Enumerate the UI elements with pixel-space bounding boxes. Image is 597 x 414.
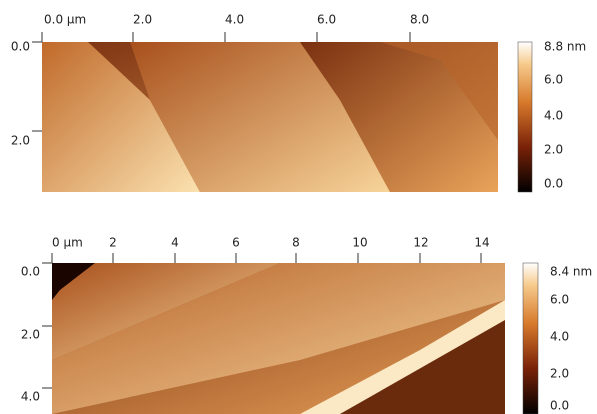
- colorbar-tick-label: 8.4 nm: [550, 265, 592, 279]
- y-tick-label: 0.0: [11, 40, 30, 54]
- x-tick-label: 2: [109, 236, 117, 250]
- x-tick-label: 10: [352, 236, 367, 250]
- y-tick-label: 2.0: [21, 328, 40, 342]
- colorbar-tick-label: 4.0: [544, 109, 563, 123]
- x-tick-label: 0.0 µm: [44, 13, 86, 27]
- x-tick-label: 2.0: [133, 13, 152, 27]
- colorbar-tick-label: 4.0: [550, 330, 569, 344]
- afm-image-2: [52, 263, 505, 414]
- x-tick-label: 6.0: [317, 13, 336, 27]
- colorbar-tick-label: 8.8 nm: [544, 40, 586, 54]
- x-tick-label: 8: [292, 236, 300, 250]
- y-tick-label: 2.0: [11, 134, 30, 148]
- afm-figure: 0.0 µm 2.0 4.0 6.0 8.0 0.0 2.0 8.8 nm 6.…: [0, 0, 597, 414]
- colorbar-tick-label: 0.0: [550, 399, 569, 413]
- x-tick-label: 12: [413, 236, 428, 250]
- x-tick-label: 4.0: [225, 13, 244, 27]
- colorbar-tick-label: 2.0: [550, 367, 569, 381]
- x-tick-label: 6: [232, 236, 240, 250]
- colorbar-1: [518, 42, 532, 192]
- colorbar-tick-label: 6.0: [550, 293, 569, 307]
- afm-image-1: [42, 42, 498, 192]
- x-tick-label: 0 µm: [52, 236, 83, 250]
- y-tick-label: 0.0: [21, 265, 40, 279]
- y-tick-label: 4.0: [21, 390, 40, 404]
- colorbar-2: [523, 263, 538, 414]
- colorbar-tick-label: 2.0: [544, 143, 563, 157]
- x-tick-label: 8.0: [410, 13, 429, 27]
- colorbar-tick-label: 6.0: [544, 73, 563, 87]
- x-tick-label: 14: [474, 236, 489, 250]
- colorbar-tick-label: 0.0: [544, 177, 563, 191]
- x-tick-label: 4: [171, 236, 179, 250]
